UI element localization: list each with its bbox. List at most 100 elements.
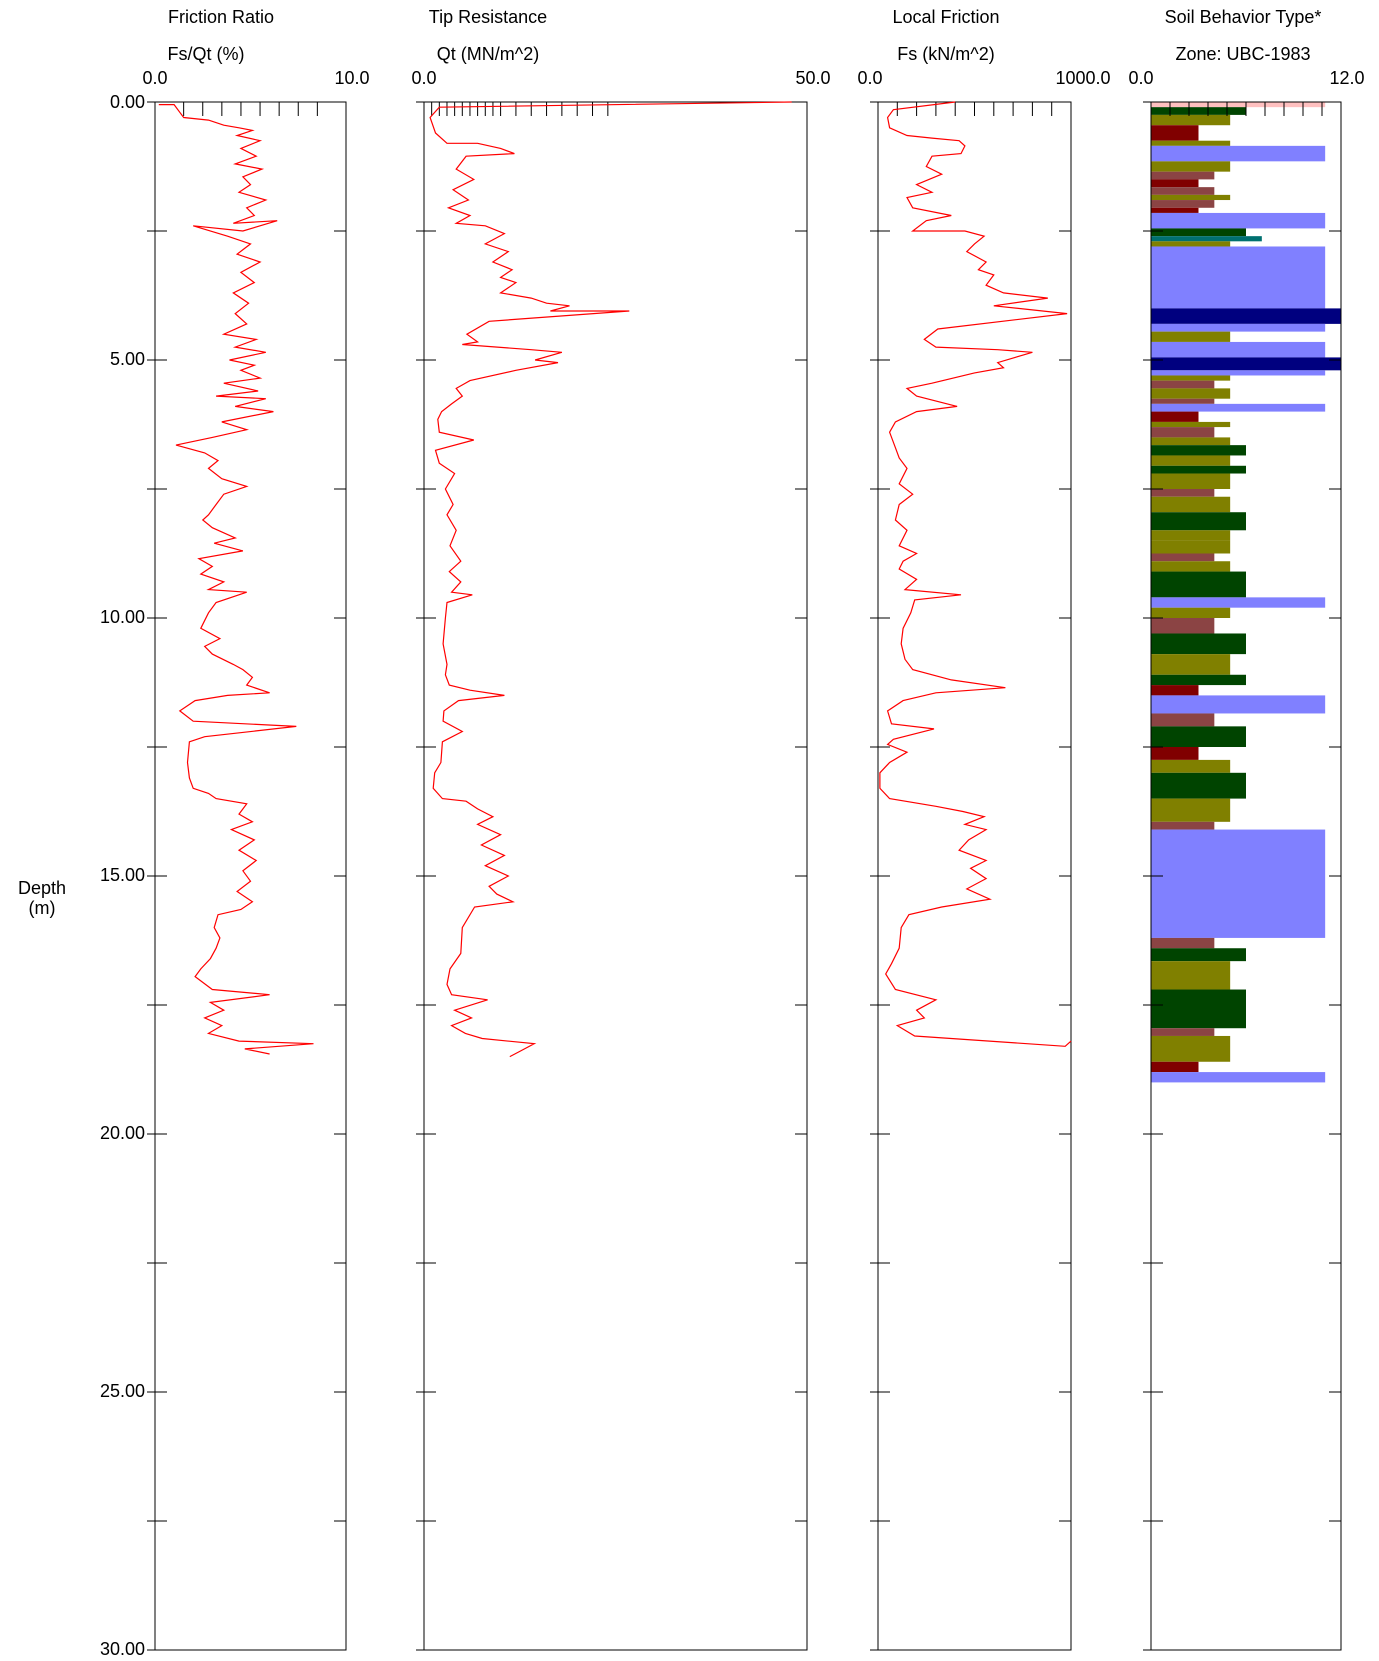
soil-type-zone-bar [1151,187,1215,195]
soil-type-zone-bar [1151,212,1326,229]
soil-type-zone-bar [1151,1072,1326,1083]
soil-type-zone-bar [1151,455,1231,466]
tip-resistance-frame [423,101,808,1651]
depth-tick-25: 25.00 [100,1381,145,1401]
fr-x-min-label: 0.0 [142,68,167,88]
friction-ratio-series-line [158,104,314,1055]
depth-tick-30: 30.00 [100,1639,145,1659]
soil-type-zone-bar [1151,961,1231,990]
soil-type-zone-bar [1151,489,1215,497]
soil-type-zone-bar [1151,427,1215,438]
soil-type-zone-bar [1151,125,1199,141]
soil-type-zone-bar [1151,1061,1199,1073]
soil-type-zone-bar [1151,798,1231,822]
soil-type-zone-bar [1151,398,1215,404]
soil-type-zone-bar [1151,1028,1215,1036]
lf-x-max-label: 1000.0 [1055,68,1110,88]
fr-x-max-label: 10.0 [334,68,369,88]
tip-resistance-title: Tip Resistance [429,7,547,27]
soil-type-zone-bar [1151,1035,1231,1062]
soil-type-zone-bar [1151,473,1231,489]
local-friction-frame [877,101,1072,1651]
soil-type-zone-bar [1151,747,1199,760]
soil-type-zone-bar [1151,308,1341,324]
soil-type-zone-bar [1151,821,1215,830]
soil-type-zone-bar [1151,759,1231,773]
soil-type-title: Soil Behavior Type* [1165,7,1322,27]
soil-type-zone-bar [1151,107,1246,115]
depth-label: Depth [18,878,66,898]
tr-x-max-label: 50.0 [795,68,830,88]
soil-type-zone-bar [1151,948,1246,962]
sbt-x-min-label: 0.0 [1128,68,1153,88]
soil-type-zone-bar [1151,228,1246,237]
soil-type-zone-bar [1151,829,1326,938]
soil-type-zone-bar [1151,437,1231,446]
soil-type-zone-bar [1151,465,1246,474]
soil-type-zone-bar [1151,772,1246,799]
soil-type-zone-bar [1151,161,1231,172]
local-friction-title: Local Friction [892,7,999,27]
local-friction-series-line [879,101,1072,1047]
soil-type-zone-bar [1151,246,1326,309]
soil-type-zone-bar [1151,102,1326,108]
soil-type-zone-bar [1151,341,1326,358]
soil-type-zone-bar [1151,674,1246,686]
depth-tick-10: 10.00 [100,607,145,627]
soil-type-zone-bar [1151,496,1231,513]
soil-type-zone-bar [1151,685,1199,696]
depth-tick-15: 15.00 [100,865,145,885]
lf-x-min-label: 0.0 [857,68,882,88]
tip-resistance-series-line [429,101,792,1058]
soil-type-zone-bar [1151,607,1231,618]
soil-type-zone-bar [1151,540,1231,554]
soil-type-zone-bar [1151,380,1215,389]
soil-type-zone-bar [1151,194,1231,201]
soil-type-zone-bar [1151,421,1231,428]
soil-type-xlabel: Zone: UBC-1983 [1175,44,1310,64]
friction-ratio-title: Friction Ratio [168,7,274,27]
sbt-x-max-label: 12.0 [1329,68,1364,88]
soil-type-zone-bar [1151,331,1231,342]
soil-type-zone-bar [1151,695,1326,714]
soil-type-zone-bar [1151,530,1231,541]
soil-type-zone-bar [1151,171,1215,180]
local-friction-xlabel: Fs (kN/m^2) [897,44,994,64]
soil-type-zone-bar [1151,618,1215,634]
soil-type-zone-bar [1151,445,1246,456]
soil-type-zone-bar [1151,411,1199,422]
friction-ratio-frame [154,101,347,1651]
soil-type-zone-bar [1151,713,1215,727]
soil-type-zone-bar [1151,937,1215,949]
soil-type-zone-bar [1151,323,1326,332]
soil-type-zone-bar [1151,989,1246,1029]
soil-type-zone-bar [1151,236,1262,242]
soil-type-zone-bar [1151,114,1231,126]
soil-type-zone-bar [1151,357,1341,371]
soil-type-zone-bar [1151,633,1246,655]
soil-type-zone-bar [1151,726,1246,747]
soil-type-zone-bar [1151,553,1215,562]
soil-type-zone-bar [1151,375,1231,381]
soil-type-zone-bar [1151,571,1246,598]
soil-type-zone-bar [1151,512,1246,531]
depth-tick-5: 5.00 [110,349,145,369]
soil-type-zone-bar [1151,241,1231,247]
soil-type-zone-bar [1151,388,1231,399]
friction-ratio-xlabel: Fs/Qt (%) [168,44,245,64]
soil-type-zone-bar [1151,597,1326,608]
soil-type-zone-bar [1151,370,1326,376]
soil-type-zone-bar [1151,145,1326,162]
soil-type-zone-bar [1151,207,1199,213]
depth-tick-20: 20.00 [100,1123,145,1143]
soil-type-zone-bar [1151,200,1215,208]
tr-x-min-label: 0.0 [411,68,436,88]
soil-type-zone-bar [1151,561,1231,572]
soil-type-zone-bar [1151,140,1231,146]
soil-type-zone-bar [1151,403,1326,412]
soil-type-zone-bar [1151,179,1199,188]
depth-unit-label: (m) [29,898,56,918]
tip-resistance-xlabel: Qt (MN/m^2) [437,44,539,64]
depth-tick-0: 0.00 [110,92,145,112]
